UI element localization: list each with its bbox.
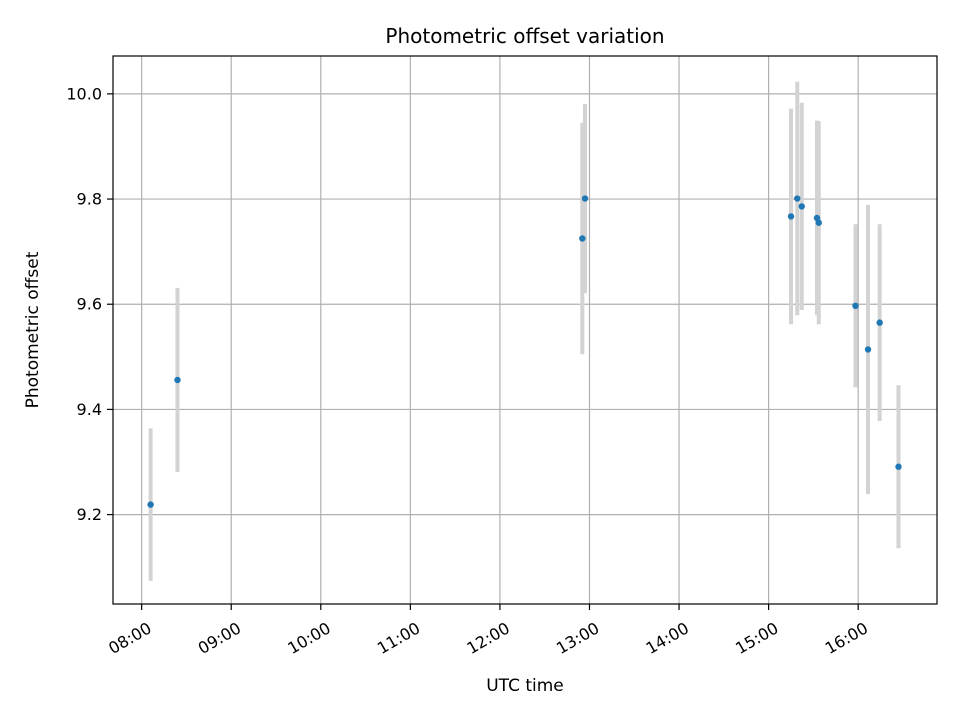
y-tick-label: 9.6	[77, 295, 102, 314]
y-tick-label: 9.8	[77, 190, 102, 209]
y-tick-label: 10.0	[66, 84, 102, 103]
data-points	[147, 195, 902, 508]
y-tick-label: 9.4	[77, 400, 102, 419]
data-point	[794, 195, 801, 202]
data-point	[579, 235, 586, 242]
data-point	[852, 302, 859, 310]
data-point	[864, 346, 872, 353]
data-point	[147, 501, 154, 508]
data-point	[895, 463, 902, 470]
data-point	[815, 219, 822, 226]
data-point	[174, 376, 181, 384]
data-point	[798, 203, 805, 210]
y-tick-label: 9.2	[77, 505, 102, 524]
x-axis-label: UTC time	[486, 676, 564, 696]
chart-title: Photometric offset variation	[385, 24, 664, 48]
data-point	[876, 319, 883, 326]
plot-frame	[112, 55, 938, 605]
data-point	[787, 213, 795, 220]
y-axis-ticks: 9.2 9.4 9.6 9.8 10.0	[66, 84, 113, 524]
data-point	[581, 195, 589, 202]
y-axis-label: Photometric offset	[23, 251, 43, 408]
